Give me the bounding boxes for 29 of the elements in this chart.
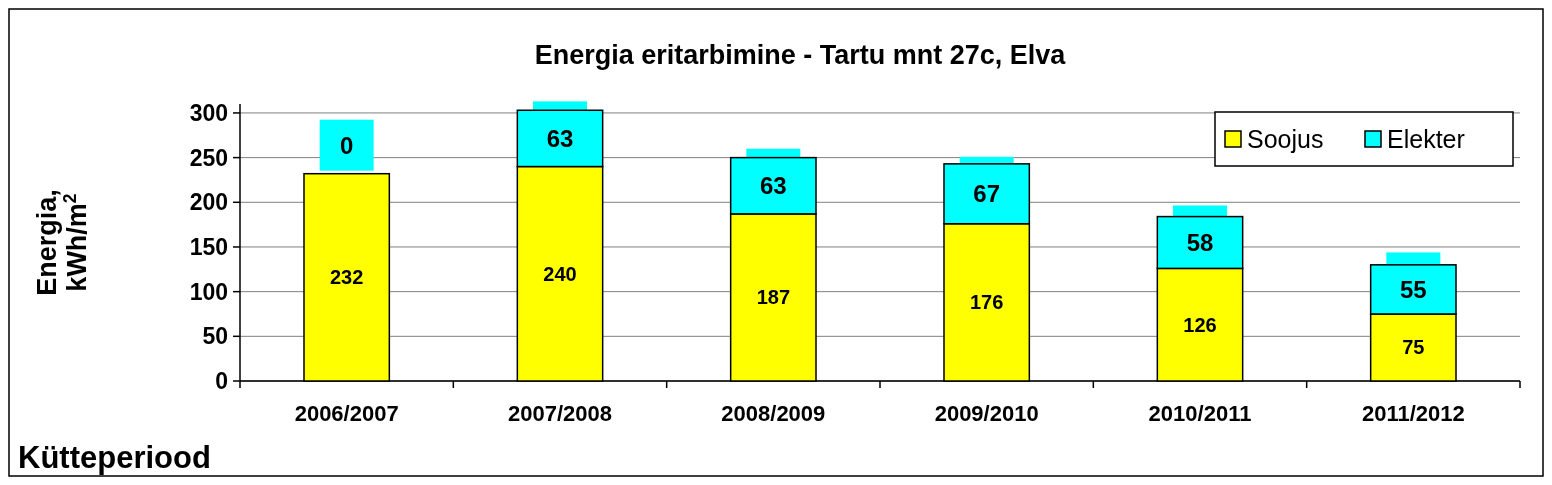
y-tick-label: 0: [215, 368, 228, 395]
data-label: 240: [543, 262, 577, 285]
data-label: 63: [759, 172, 787, 200]
data-label: 126: [1183, 313, 1217, 336]
data-label: 0: [339, 132, 354, 160]
data-label: 67: [973, 180, 1001, 208]
x-tick-label: 2007/2008: [508, 401, 612, 426]
y-tick-label: 300: [189, 99, 228, 126]
x-axis-title: Kütteperiood: [18, 440, 211, 475]
data-label: 75: [1402, 336, 1425, 359]
data-label: 232: [329, 266, 364, 289]
y-tick-label: 200: [189, 189, 228, 216]
data-label: 63: [546, 124, 574, 152]
data-label: 58: [1186, 228, 1214, 256]
x-tick-label: 2010/2011: [1148, 401, 1252, 426]
legend-label: Elekter: [1387, 124, 1465, 153]
y-tick-label: 150: [189, 234, 228, 261]
x-tick-label: 2008/2009: [721, 401, 826, 426]
data-label: 187: [756, 286, 791, 309]
y-tick-label: 100: [189, 278, 228, 305]
x-tick-label: 2009/2010: [934, 401, 1039, 426]
legend-label: Soojus: [1247, 124, 1324, 153]
y-tick-label: 250: [189, 144, 228, 171]
data-label: 55: [1399, 275, 1427, 303]
data-label: 176: [969, 291, 1004, 314]
y-tick-label: 50: [202, 323, 228, 350]
x-tick-label: 2011/2012: [1361, 401, 1465, 426]
chart-title: Energia eritarbimine - Tartu mnt 27c, Elva: [534, 40, 1067, 70]
x-tick-label: 2006/2007: [294, 401, 399, 426]
